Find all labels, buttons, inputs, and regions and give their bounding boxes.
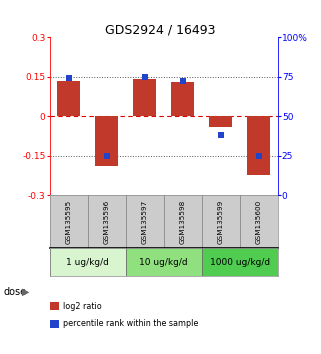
Text: GSM135596: GSM135596 — [104, 200, 110, 244]
Text: GSM135600: GSM135600 — [256, 200, 262, 244]
Bar — [95, 116, 118, 166]
Text: log2 ratio: log2 ratio — [63, 302, 101, 311]
Bar — [202, 248, 278, 276]
Bar — [247, 116, 270, 175]
Text: GSM135599: GSM135599 — [218, 200, 224, 244]
Text: dose: dose — [3, 287, 26, 297]
Text: GSM135597: GSM135597 — [142, 200, 148, 244]
Bar — [50, 248, 126, 276]
Bar — [209, 116, 232, 127]
Text: 1000 ug/kg/d: 1000 ug/kg/d — [210, 258, 270, 267]
Text: ▶: ▶ — [22, 287, 29, 297]
Text: 1 ug/kg/d: 1 ug/kg/d — [66, 258, 109, 267]
Bar — [171, 82, 194, 116]
Text: 10 ug/kg/d: 10 ug/kg/d — [139, 258, 188, 267]
Text: GSM135595: GSM135595 — [66, 200, 72, 244]
Text: percentile rank within the sample: percentile rank within the sample — [63, 319, 198, 329]
Text: GDS2924 / 16493: GDS2924 / 16493 — [105, 23, 216, 36]
Bar — [57, 81, 80, 116]
Bar — [126, 248, 202, 276]
Text: GSM135598: GSM135598 — [180, 200, 186, 244]
Bar — [133, 79, 156, 116]
